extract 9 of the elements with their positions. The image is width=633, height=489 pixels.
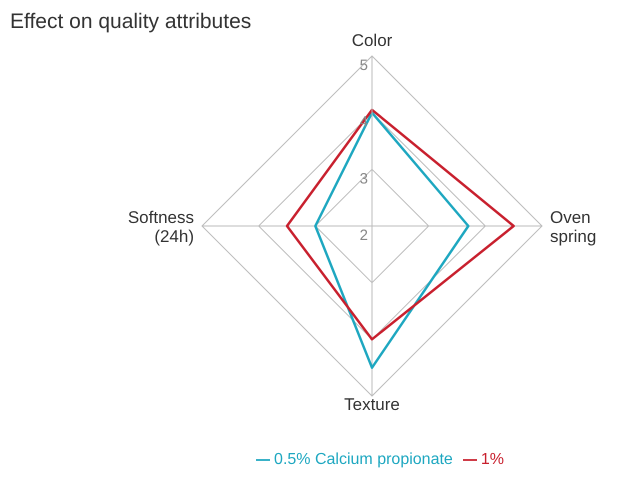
spoke-label: Color (352, 31, 393, 50)
legend-label: 0.5% Calcium propionate (274, 451, 453, 468)
y-tick-label: 2 (360, 227, 368, 244)
spoke-label: Oven spring (550, 208, 596, 246)
spoke-label: Softness (24h) (128, 208, 194, 246)
spoke-label: Texture (344, 395, 400, 414)
legend-label: 1% (480, 451, 504, 468)
y-tick-label: 4 (360, 114, 368, 131)
chart-title: Effect on quality attributes (10, 10, 252, 34)
